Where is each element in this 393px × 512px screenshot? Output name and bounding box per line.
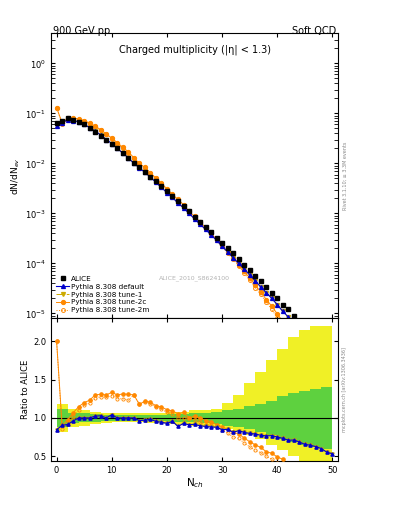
- Y-axis label: Ratio to ALICE: Ratio to ALICE: [21, 360, 30, 419]
- Y-axis label: dN/dN$_{ev}$: dN/dN$_{ev}$: [10, 157, 22, 195]
- Text: Rivet 3.1.10; ≥ 3.3M events: Rivet 3.1.10; ≥ 3.3M events: [342, 142, 347, 210]
- Text: Soft QCD: Soft QCD: [292, 26, 336, 36]
- Legend: ALICE, Pythia 8.308 default, Pythia 8.308 tune-1, Pythia 8.308 tune-2c, Pythia 8: ALICE, Pythia 8.308 default, Pythia 8.30…: [55, 274, 151, 315]
- Text: 900 GeV pp: 900 GeV pp: [53, 26, 110, 36]
- Text: Charged multiplicity (|η| < 1.3): Charged multiplicity (|η| < 1.3): [119, 45, 270, 55]
- X-axis label: N$_{ch}$: N$_{ch}$: [185, 476, 204, 490]
- Text: mcplots.cern.ch [arXiv:1306.3436]: mcplots.cern.ch [arXiv:1306.3436]: [342, 347, 347, 432]
- Text: ALICE_2010_S8624100: ALICE_2010_S8624100: [159, 275, 230, 281]
